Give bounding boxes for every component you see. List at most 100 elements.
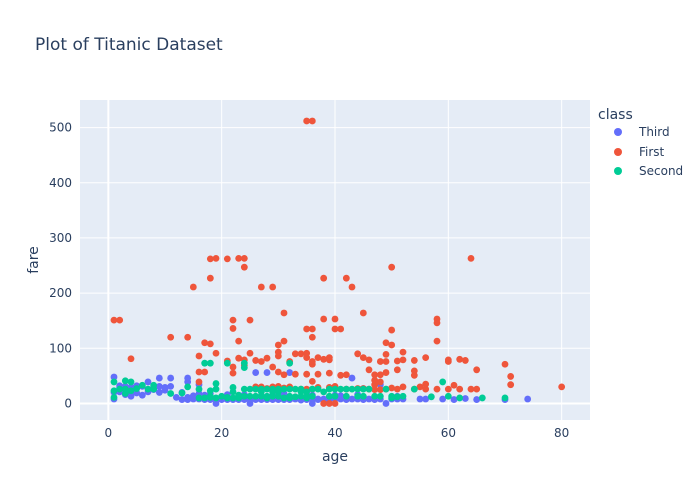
data-point[interactable] [229,316,237,324]
data-point[interactable] [184,393,192,401]
data-point[interactable] [308,392,316,400]
data-point[interactable] [308,333,316,341]
data-point[interactable] [371,386,379,394]
data-point[interactable] [399,383,407,391]
data-point[interactable] [184,374,192,382]
data-point[interactable] [444,392,452,400]
data-point[interactable] [337,371,345,379]
data-point[interactable] [382,400,390,407]
data-point[interactable] [325,392,333,400]
data-point[interactable] [223,359,231,367]
data-point[interactable] [308,358,316,365]
data-point[interactable] [376,358,384,365]
data-point[interactable] [303,117,311,125]
data-point[interactable] [201,368,209,376]
data-point[interactable] [416,383,424,391]
data-point[interactable] [388,341,396,349]
data-point[interactable] [314,385,322,393]
data-point[interactable] [507,381,515,389]
data-point[interactable] [388,326,396,334]
data-point[interactable] [376,386,384,394]
data-point[interactable] [121,377,129,385]
data-point[interactable] [212,380,220,387]
data-point[interactable] [467,254,475,262]
data-point[interactable] [320,274,328,282]
data-point[interactable] [297,350,305,358]
data-point[interactable] [422,385,430,393]
data-point[interactable] [337,392,345,400]
data-point[interactable] [433,337,441,345]
data-point[interactable] [252,392,260,400]
data-point[interactable] [325,354,333,362]
data-point[interactable] [473,366,481,374]
data-point[interactable] [456,355,464,363]
data-point[interactable] [189,283,197,291]
data-point[interactable] [201,359,209,367]
data-point[interactable] [274,368,282,376]
data-point[interactable] [558,383,566,391]
data-point[interactable] [444,385,452,393]
data-point[interactable] [133,385,141,392]
data-point[interactable] [320,400,328,407]
data-point[interactable] [410,357,418,364]
data-point[interactable] [456,385,464,393]
data-point[interactable] [206,274,214,282]
data-point[interactable] [280,337,288,345]
data-point[interactable] [303,325,311,333]
data-point[interactable] [291,350,299,358]
data-point[interactable] [308,117,316,125]
data-point[interactable] [314,370,322,378]
data-point[interactable] [263,392,271,400]
data-point[interactable] [235,391,243,399]
data-point[interactable] [195,394,203,402]
data-point[interactable] [342,274,350,282]
data-point[interactable] [116,316,124,324]
data-point[interactable] [382,339,390,347]
data-point[interactable] [240,254,248,262]
data-point[interactable] [184,333,192,341]
data-point[interactable] [376,378,384,386]
data-point[interactable] [314,395,322,403]
data-point[interactable] [167,333,175,341]
data-point[interactable] [229,325,237,332]
data-point[interactable] [342,371,350,379]
data-point[interactable] [161,384,169,391]
data-point[interactable] [422,395,430,403]
data-point[interactable] [274,385,282,393]
data-point[interactable] [252,385,260,393]
data-point[interactable] [422,380,430,388]
data-point[interactable] [342,385,350,393]
data-point[interactable] [399,348,407,356]
data-point[interactable] [235,254,243,262]
data-point[interactable] [365,385,373,393]
data-point[interactable] [444,356,452,364]
data-point[interactable] [342,392,350,400]
data-point[interactable] [201,394,209,402]
data-point[interactable] [201,339,209,347]
data-point[interactable] [371,392,379,400]
data-point[interactable] [184,383,192,391]
data-point[interactable] [382,369,390,376]
data-point[interactable] [246,349,254,357]
data-point[interactable] [461,357,469,364]
data-point[interactable] [189,392,197,400]
data-point[interactable] [257,385,265,393]
data-point[interactable] [263,369,271,376]
data-point[interactable] [501,360,509,368]
data-point[interactable] [359,309,367,317]
data-point[interactable] [337,385,345,393]
data-point[interactable] [507,373,515,380]
data-point[interactable] [223,393,231,401]
data-point[interactable] [501,394,509,402]
data-point[interactable] [382,385,390,393]
data-point[interactable] [359,392,367,400]
data-point[interactable] [365,366,373,374]
data-point[interactable] [524,395,532,403]
data-point[interactable] [365,395,373,403]
data-point[interactable] [433,385,441,393]
data-point[interactable] [240,263,248,271]
data-point[interactable] [246,392,254,400]
data-point[interactable] [473,385,481,393]
data-point[interactable] [376,371,384,379]
data-point[interactable] [155,382,163,390]
